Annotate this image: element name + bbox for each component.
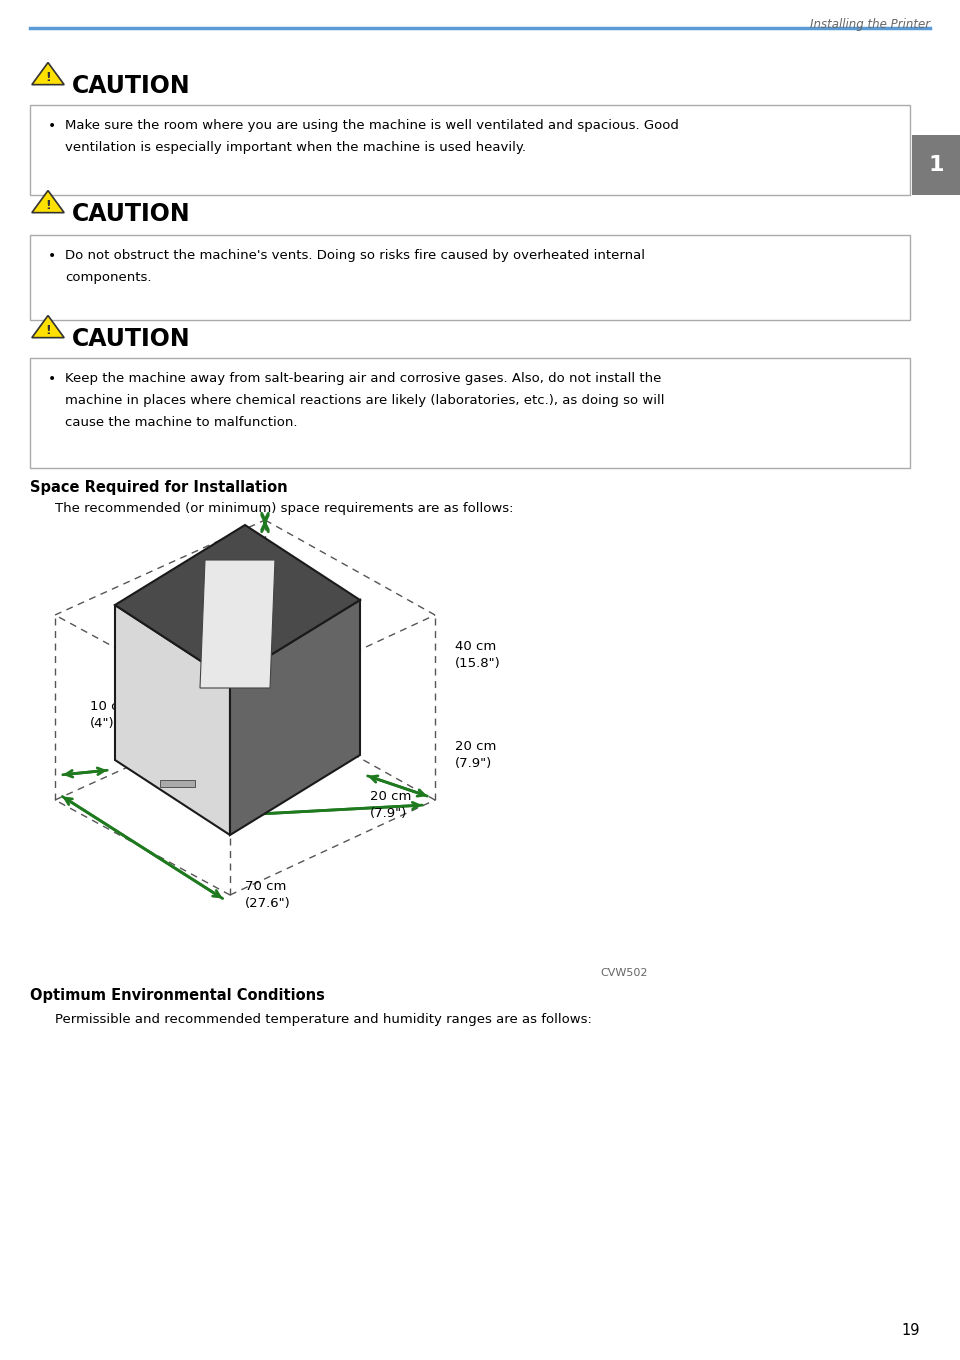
Text: 10 cm
(4"): 10 cm (4") [90,700,132,730]
Text: Installing the Printer: Installing the Printer [810,18,930,31]
Polygon shape [32,63,64,84]
FancyBboxPatch shape [30,105,910,194]
Text: 70 cm
(27.6"): 70 cm (27.6") [245,880,291,910]
FancyBboxPatch shape [30,235,910,320]
Text: 20 cm
(7.9"): 20 cm (7.9") [455,740,496,770]
Polygon shape [200,560,275,688]
Text: •: • [48,373,56,386]
FancyBboxPatch shape [912,135,960,194]
Text: Make sure the room where you are using the machine is well ventilated and spacio: Make sure the room where you are using t… [65,120,679,154]
Text: CAUTION: CAUTION [72,73,191,98]
Text: •: • [48,120,56,133]
Text: !: ! [45,324,51,337]
Text: 20 cm
(7.9"): 20 cm (7.9") [370,790,412,820]
Polygon shape [32,190,64,212]
Text: CAUTION: CAUTION [72,326,191,351]
Text: !: ! [45,200,51,212]
Text: Space Required for Installation: Space Required for Installation [30,480,288,495]
Text: Permissible and recommended temperature and humidity ranges are as follows:: Permissible and recommended temperature … [55,1013,592,1025]
Polygon shape [160,781,195,787]
Text: !: ! [45,71,51,84]
Text: •: • [48,249,56,262]
Text: Keep the machine away from salt-bearing air and corrosive gases. Also, do not in: Keep the machine away from salt-bearing … [65,373,664,428]
Polygon shape [115,525,360,680]
Text: CAUTION: CAUTION [72,203,191,226]
Polygon shape [230,600,360,835]
FancyBboxPatch shape [30,358,910,468]
Polygon shape [32,316,64,337]
Text: 40 cm
(15.8"): 40 cm (15.8") [455,641,501,670]
Text: Do not obstruct the machine's vents. Doing so risks fire caused by overheated in: Do not obstruct the machine's vents. Doi… [65,249,645,284]
Text: 1: 1 [928,155,944,175]
Text: CVW502: CVW502 [600,968,647,978]
Text: Optimum Environmental Conditions: Optimum Environmental Conditions [30,987,324,1004]
Text: The recommended (or minimum) space requirements are as follows:: The recommended (or minimum) space requi… [55,502,514,515]
Text: 19: 19 [901,1323,920,1338]
Polygon shape [115,605,230,835]
